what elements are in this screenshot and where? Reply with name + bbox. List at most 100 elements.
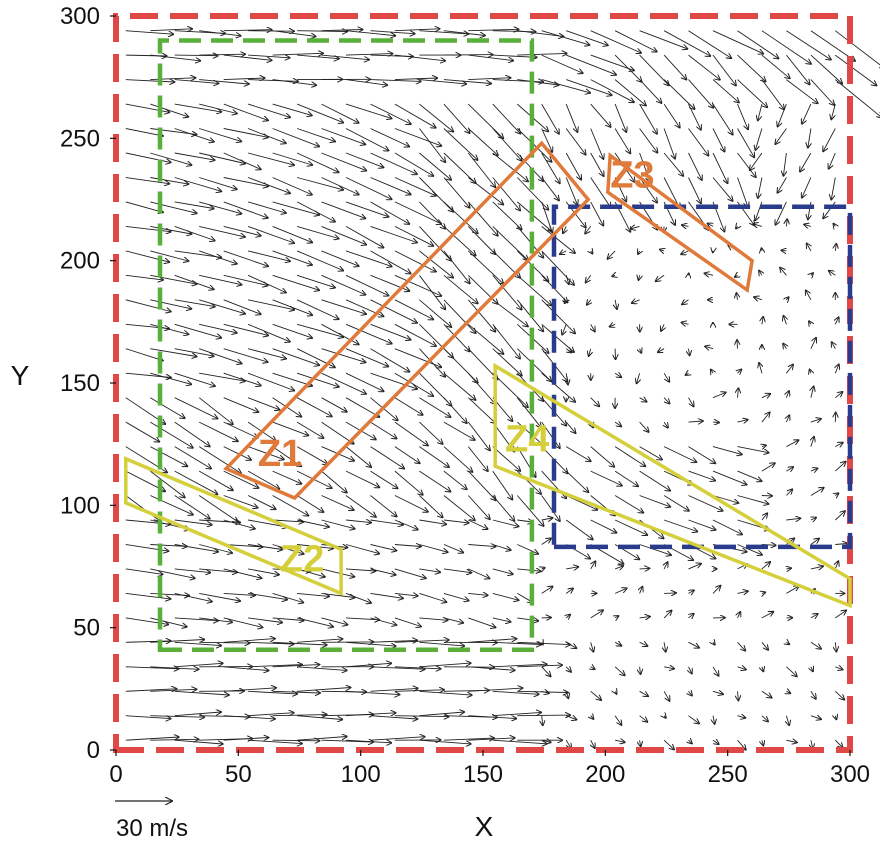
vector-arrow [419,641,464,646]
vector-arrow [443,421,475,440]
vector-arrow [810,641,821,648]
vector-arrow [297,737,347,741]
vector-arrow [125,80,175,82]
vector-arrow [272,348,320,366]
vector-arrow [174,446,211,469]
vector-arrow [589,348,591,356]
vector-arrow [223,201,268,218]
vector-arrow [394,568,426,578]
vector-arrow [174,250,222,258]
zone-z4 [493,362,852,609]
vector-arrow [810,716,821,720]
vector-arrow [737,591,748,593]
vector-arrow [492,152,528,181]
vector-arrow [150,78,195,80]
vector-arrow [492,568,513,574]
vector-arrow [738,691,739,700]
vector-arrow [492,226,528,260]
vector-arrow [468,568,489,579]
vector-arrow [272,715,327,716]
vector-arrow [467,397,495,424]
vector-arrow [394,201,441,224]
vector-arrow [467,250,503,284]
vector-arrow [419,712,464,717]
vector-arrow [394,29,440,31]
vector-arrow [370,737,425,741]
vector-arrow [688,641,700,647]
vector-arrow [419,201,445,229]
vector-arrow [394,593,418,596]
vector-arrow [296,617,333,627]
vector-arrow [829,271,836,276]
vector-arrow [345,323,392,343]
vector-arrow [223,639,275,643]
vector-arrow [492,348,522,376]
vector-arrow [711,370,713,374]
vector-arrow [370,519,404,525]
vector-arrow [737,667,746,670]
vector-arrow [639,690,648,696]
vector-arrow [517,665,562,667]
vector-arrow [492,446,520,471]
vector-arrow [786,391,789,398]
vector-arrow [174,348,214,356]
vector-arrow [492,31,536,32]
vector-arrow [810,30,855,61]
vector-arrow [780,268,787,276]
vector-arrow [786,219,787,227]
vector-arrow [663,372,669,382]
vector-arrow [223,323,268,335]
vector-arrow [566,691,568,698]
vector-arrow [468,617,495,628]
vector-arrow [761,715,768,722]
vector-arrow [443,226,476,255]
vector-arrow [591,739,595,748]
vector-arrow [297,593,329,596]
vector-arrow [370,667,425,669]
vector-arrow [247,225,294,243]
vector-arrow [712,740,719,744]
vector-arrow [762,592,765,593]
vector-arrow [199,372,245,381]
vector-arrow [174,177,222,192]
vector-arrow [443,372,476,400]
vector-arrow [689,740,692,743]
vector-arrow [762,740,763,745]
vector-arrow [468,29,518,30]
vector-arrow [370,544,397,551]
vector-arrow [786,467,793,471]
vector-arrow [759,363,762,374]
vector-arrow [345,201,388,217]
vector-arrow [443,446,472,472]
vector-arrow [370,30,415,34]
vector-arrow [811,667,813,672]
vector-arrow [370,446,405,469]
vector-arrow [443,299,476,333]
vector-arrow [516,495,543,526]
vector-arrow [345,544,379,554]
vector-arrow [492,372,528,407]
vector-arrow [661,324,664,331]
vector-arrow [565,739,571,748]
vector-arrow [786,54,809,84]
vector-arrow [712,393,726,399]
vector-arrow [296,201,335,222]
vector-arrow [296,103,343,123]
vector-arrow [786,415,789,423]
vector-arrow [541,226,575,253]
y-tick-label: 50 [73,615,100,642]
vector-arrow [639,421,649,432]
vector-arrow [247,495,276,510]
vector-arrow [614,566,623,569]
vector-arrow [590,690,601,700]
vector-arrow [809,321,811,324]
vector-arrow [125,250,169,262]
vector-arrow [370,80,421,82]
vector-arrow [443,250,470,283]
vector-arrow [394,640,449,642]
vector-arrow [394,78,437,80]
vector-arrow [737,420,748,422]
vector-arrow [394,372,433,396]
zone-label: Z3 [610,154,654,196]
vector-arrow [419,79,466,84]
